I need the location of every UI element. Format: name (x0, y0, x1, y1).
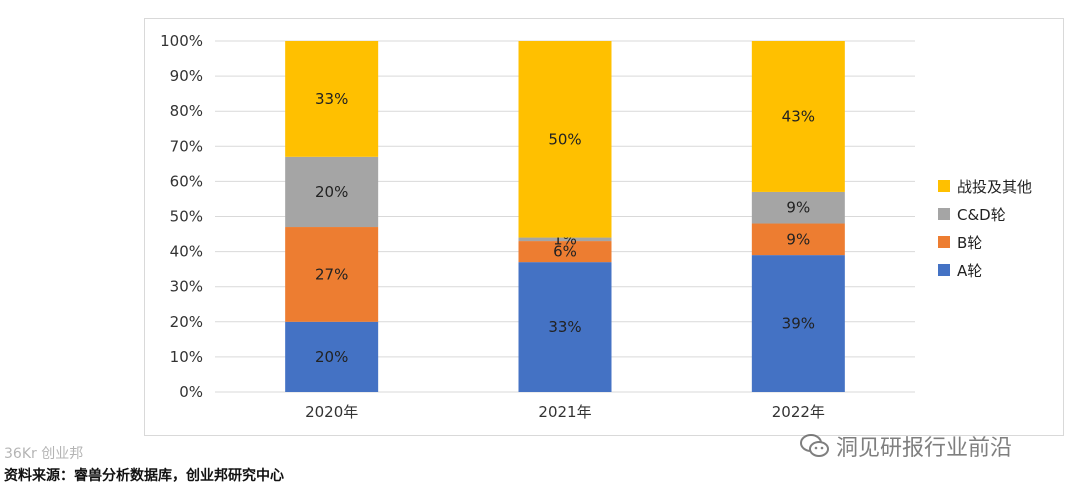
stacked-bar-chart: 0% 10% 20% 30% 40% 50% 60% 70% 80% 90% 100% 20% 27% 2… (160, 32, 1032, 421)
bar-segment (751, 191, 845, 224)
bar-segment (285, 41, 379, 157)
data-label: 50% (548, 130, 581, 148)
data-label: 43% (782, 107, 815, 125)
data-label: 9% (786, 199, 810, 217)
data-label: 20% (315, 348, 348, 366)
data-label: 27% (315, 265, 348, 283)
legend-swatch (938, 208, 950, 220)
bar-segment (285, 156, 379, 228)
x-tick-label: 2021年 (538, 403, 591, 421)
chart-frame: 0% 10% 20% 30% 40% 50% 60% 70% 80% 90% 100% 20% 27% 2… (144, 18, 1064, 436)
y-tick-label: 90% (170, 67, 203, 85)
y-tick-label: 0% (179, 383, 203, 401)
watermark-right: 洞见研报行业前沿 (800, 430, 1012, 462)
y-tick-label: 20% (170, 313, 203, 331)
legend-swatch (938, 180, 950, 192)
data-label: 6% (553, 243, 577, 261)
y-tick-label: 40% (170, 243, 203, 261)
legend-swatch (938, 236, 950, 248)
y-tick-label: 50% (170, 208, 203, 226)
bar-segment (518, 237, 612, 242)
bar-segment (751, 41, 845, 192)
bar-segment (751, 255, 845, 392)
watermark-right-text: 洞见研报行业前沿 (836, 436, 1013, 461)
data-label: 9% (786, 230, 810, 248)
legend-label: B轮 (957, 234, 982, 252)
y-tick-label: 30% (170, 278, 203, 296)
bar-segment (285, 227, 379, 322)
legend-swatch (938, 264, 950, 276)
x-tick-label: 2022年 (772, 403, 825, 421)
y-tick-label: 10% (170, 348, 203, 366)
bar-segment (751, 223, 845, 256)
y-tick-label: 100% (160, 32, 203, 50)
bar-segment (518, 241, 612, 263)
x-tick-label: 2020年 (305, 403, 358, 421)
y-tick-label: 80% (170, 102, 203, 120)
bar-segment (285, 321, 379, 392)
data-label: 33% (548, 318, 581, 336)
data-label: 20% (315, 183, 348, 201)
data-label: 33% (315, 90, 348, 108)
legend-label: A轮 (957, 262, 982, 280)
y-tick-label: 70% (170, 137, 203, 155)
bar-segment (518, 41, 612, 238)
legend-label: C&D轮 (957, 206, 1006, 224)
watermark-left: 36Kr 创业邦 (4, 446, 84, 462)
legend-label: 战投及其他 (957, 178, 1032, 196)
data-label: 39% (782, 315, 815, 333)
wechat-icon (800, 434, 829, 457)
y-tick-label: 60% (170, 172, 203, 190)
source-note: 资料来源：睿兽分析数据库，创业邦研究中心 (4, 468, 284, 484)
bar-segment (518, 262, 612, 392)
